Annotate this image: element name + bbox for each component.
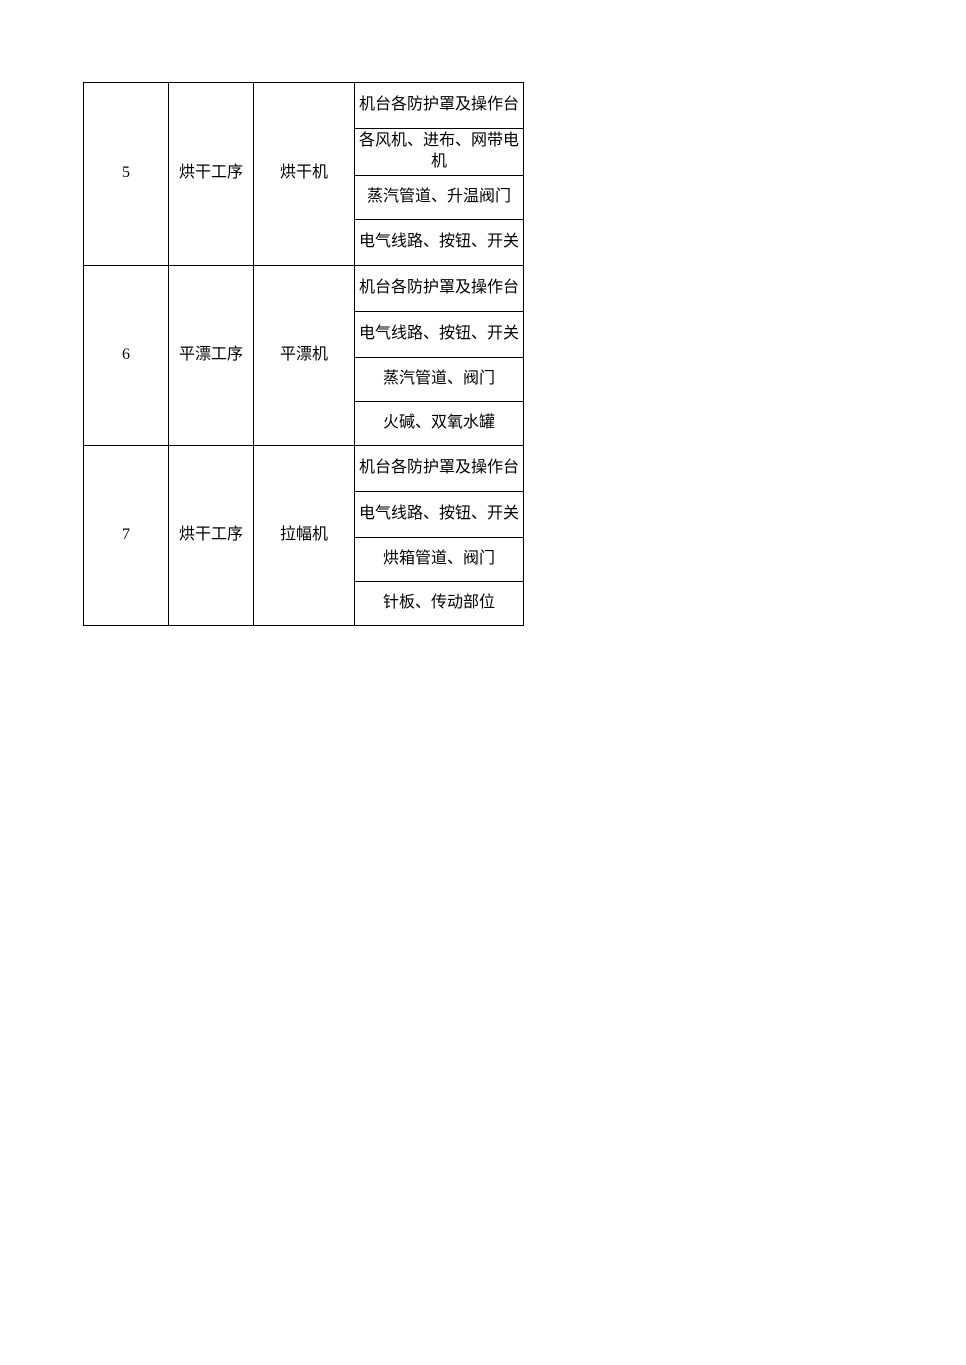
table-cell-process: 烘干工序 [169, 445, 254, 625]
table-cell-item: 针板、传动部位 [355, 581, 524, 625]
table-cell-item: 机台各防护罩及操作台 [355, 83, 524, 129]
table-cell-item: 电气线路、按钮、开关 [355, 219, 524, 265]
table-cell-item: 机台各防护罩及操作台 [355, 445, 524, 491]
table-cell-number: 5 [84, 83, 169, 266]
table-cell-item: 蒸汽管道、阀门 [355, 357, 524, 401]
table-cell-number: 6 [84, 265, 169, 445]
table-cell-item: 电气线路、按钮、开关 [355, 491, 524, 537]
equipment-table: 5 烘干工序 烘干机 机台各防护罩及操作台 各风机、进布、网带电机 蒸汽管道、升… [83, 82, 524, 626]
table-cell-item: 火碱、双氧水罐 [355, 401, 524, 445]
table-cell-machine: 平漂机 [254, 265, 355, 445]
table-cell-machine: 烘干机 [254, 83, 355, 266]
table-cell-item: 机台各防护罩及操作台 [355, 265, 524, 311]
table-cell-process: 烘干工序 [169, 83, 254, 266]
table-cell-item: 烘箱管道、阀门 [355, 537, 524, 581]
table-cell-process: 平漂工序 [169, 265, 254, 445]
table-cell-item: 各风机、进布、网带电机 [355, 129, 524, 176]
table-cell-item: 电气线路、按钮、开关 [355, 311, 524, 357]
table-cell-machine: 拉幅机 [254, 445, 355, 625]
table-cell-item: 蒸汽管道、升温阀门 [355, 175, 524, 219]
table-cell-number: 7 [84, 445, 169, 625]
